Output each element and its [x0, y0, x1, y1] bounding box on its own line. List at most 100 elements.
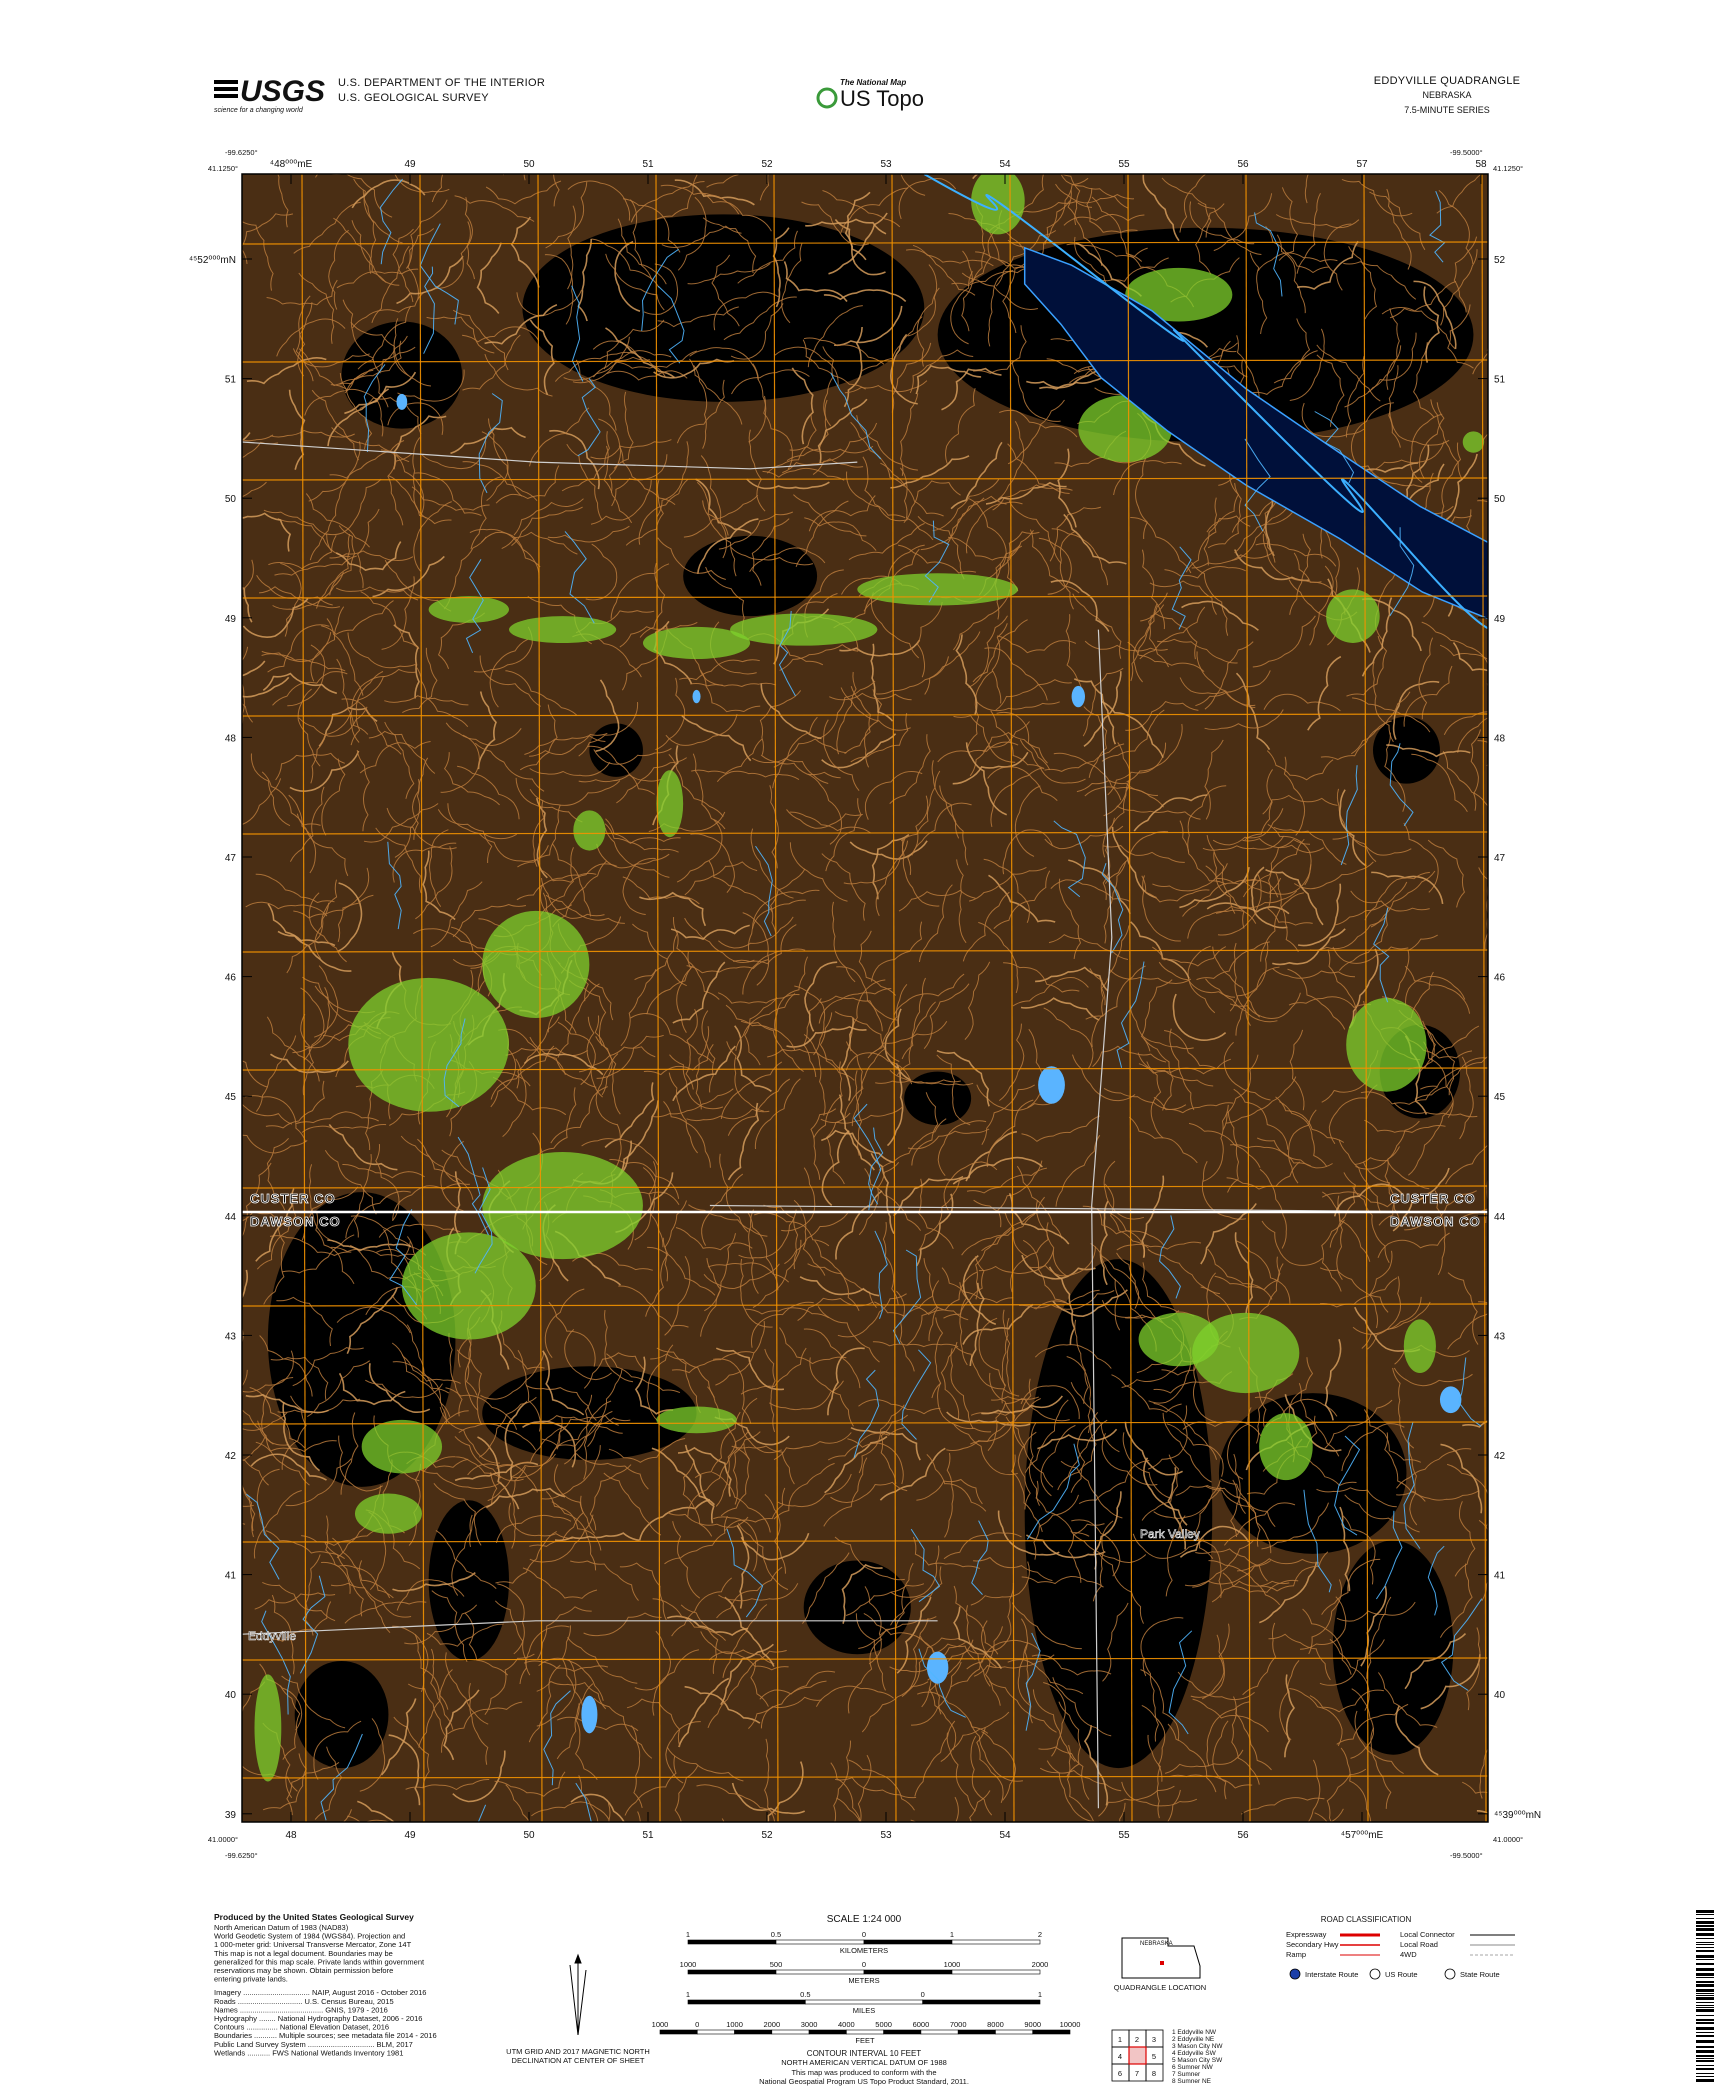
contour-line — [626, 1698, 681, 1747]
scale-tick-label: 10000 — [1060, 2020, 1081, 2029]
stream — [641, 248, 679, 331]
scale-tick-label: 0.5 — [800, 1990, 810, 1999]
contour-line — [338, 1435, 383, 1492]
stream — [465, 559, 484, 653]
contour-line — [900, 174, 926, 196]
contour-line — [1351, 691, 1411, 755]
contour-line — [1316, 354, 1345, 427]
contour-line — [920, 497, 985, 551]
flat-area — [1024, 1259, 1213, 1769]
contour-line — [752, 889, 820, 929]
contour-line — [490, 1045, 555, 1100]
contour-line — [1332, 946, 1409, 964]
contour-line — [1275, 1096, 1345, 1143]
contour-line — [1008, 201, 1093, 213]
vegetation — [1259, 1413, 1313, 1481]
contour-line — [716, 1566, 783, 1619]
barcode-bar — [1696, 2005, 1714, 2006]
contour-line — [1414, 1057, 1487, 1100]
contour-line — [630, 199, 653, 280]
contour-line — [1098, 1553, 1144, 1624]
logo-text: USGS — [240, 75, 325, 108]
barcode-bar — [1696, 1938, 1714, 1939]
contour-line — [307, 1360, 371, 1418]
contour-line — [1039, 1767, 1122, 1792]
contour-line — [1222, 1572, 1299, 1593]
contour-line — [329, 525, 356, 596]
contour-line — [696, 481, 727, 559]
contour-line — [848, 522, 925, 561]
contour-line — [1350, 402, 1394, 467]
scale-tick-label: 4000 — [838, 2020, 855, 2029]
contour-line — [917, 1691, 989, 1734]
contour-line — [839, 639, 921, 657]
contour-line — [1033, 1494, 1079, 1560]
contour-line — [1103, 1160, 1145, 1220]
contour-line — [452, 903, 527, 938]
contour-line — [711, 254, 740, 327]
contour-line — [875, 1079, 961, 1084]
contour-line — [784, 1210, 850, 1265]
contour-line — [953, 589, 1011, 651]
reservoir — [1023, 246, 1488, 620]
contour-line — [1278, 187, 1299, 261]
contour-line — [918, 1178, 961, 1252]
contour-line — [1092, 1520, 1114, 1602]
contour-line — [1101, 700, 1164, 758]
contour-line — [1044, 825, 1124, 850]
vegetation — [730, 613, 878, 646]
easting-label: 50 — [523, 1830, 535, 1841]
quad-name: EDDYVILLE QUADRANGLE — [1374, 75, 1521, 87]
contour-line — [939, 785, 969, 866]
contour-line — [316, 533, 351, 609]
contour-line — [457, 765, 520, 820]
contour-line — [804, 961, 838, 1032]
contour-line — [1019, 1289, 1100, 1310]
contour-line — [836, 1797, 861, 1822]
contour-line — [418, 1669, 453, 1748]
road-class: 4WD — [1400, 1950, 1417, 1959]
contour-line — [1070, 1382, 1120, 1453]
contour-line — [682, 1462, 713, 1537]
contour-line — [1273, 318, 1311, 384]
northing-label: 42 — [225, 1451, 237, 1462]
contour-line — [655, 174, 698, 221]
map-neatline — [241, 173, 1489, 1823]
contour-line — [1233, 942, 1251, 1026]
contour-line — [470, 476, 502, 550]
contour-line — [529, 761, 611, 777]
contour-line — [392, 415, 447, 470]
contour-line — [1165, 1515, 1186, 1597]
contour-line — [1098, 1785, 1175, 1817]
contour-line — [700, 1631, 775, 1665]
adjacent-quad: 6 Sumner NW — [1172, 2064, 1214, 2071]
corner-lat: 41.0000° — [1493, 1835, 1523, 1844]
contour-line — [1043, 1682, 1066, 1757]
northing-label: 43 — [1494, 1331, 1506, 1342]
contour-line — [1116, 1252, 1163, 1324]
contour-line — [808, 495, 876, 532]
barcode-bar — [1696, 1914, 1714, 1915]
contour-line — [1179, 1525, 1250, 1558]
contour-line — [830, 1481, 908, 1504]
contour-line — [1133, 603, 1158, 683]
contour-line — [1447, 1313, 1488, 1350]
contour-line — [1179, 174, 1207, 233]
contour-line — [445, 722, 522, 747]
contour-line — [603, 445, 633, 524]
contour-line — [983, 858, 1030, 923]
contour-line — [502, 174, 505, 176]
contour-line — [987, 766, 1058, 801]
contour-line — [941, 1267, 1014, 1304]
vegetation — [354, 1493, 422, 1534]
flat-area — [522, 214, 925, 402]
contour-line — [978, 1250, 1054, 1274]
contour-line — [844, 686, 872, 755]
contour-line — [519, 1625, 570, 1685]
contour-line — [440, 1140, 464, 1212]
contour-line — [1296, 240, 1359, 290]
contour-line — [864, 689, 883, 768]
contour-line — [295, 1111, 379, 1125]
contour-line — [529, 788, 545, 867]
adjacent-number: 2 — [1135, 2035, 1139, 2044]
